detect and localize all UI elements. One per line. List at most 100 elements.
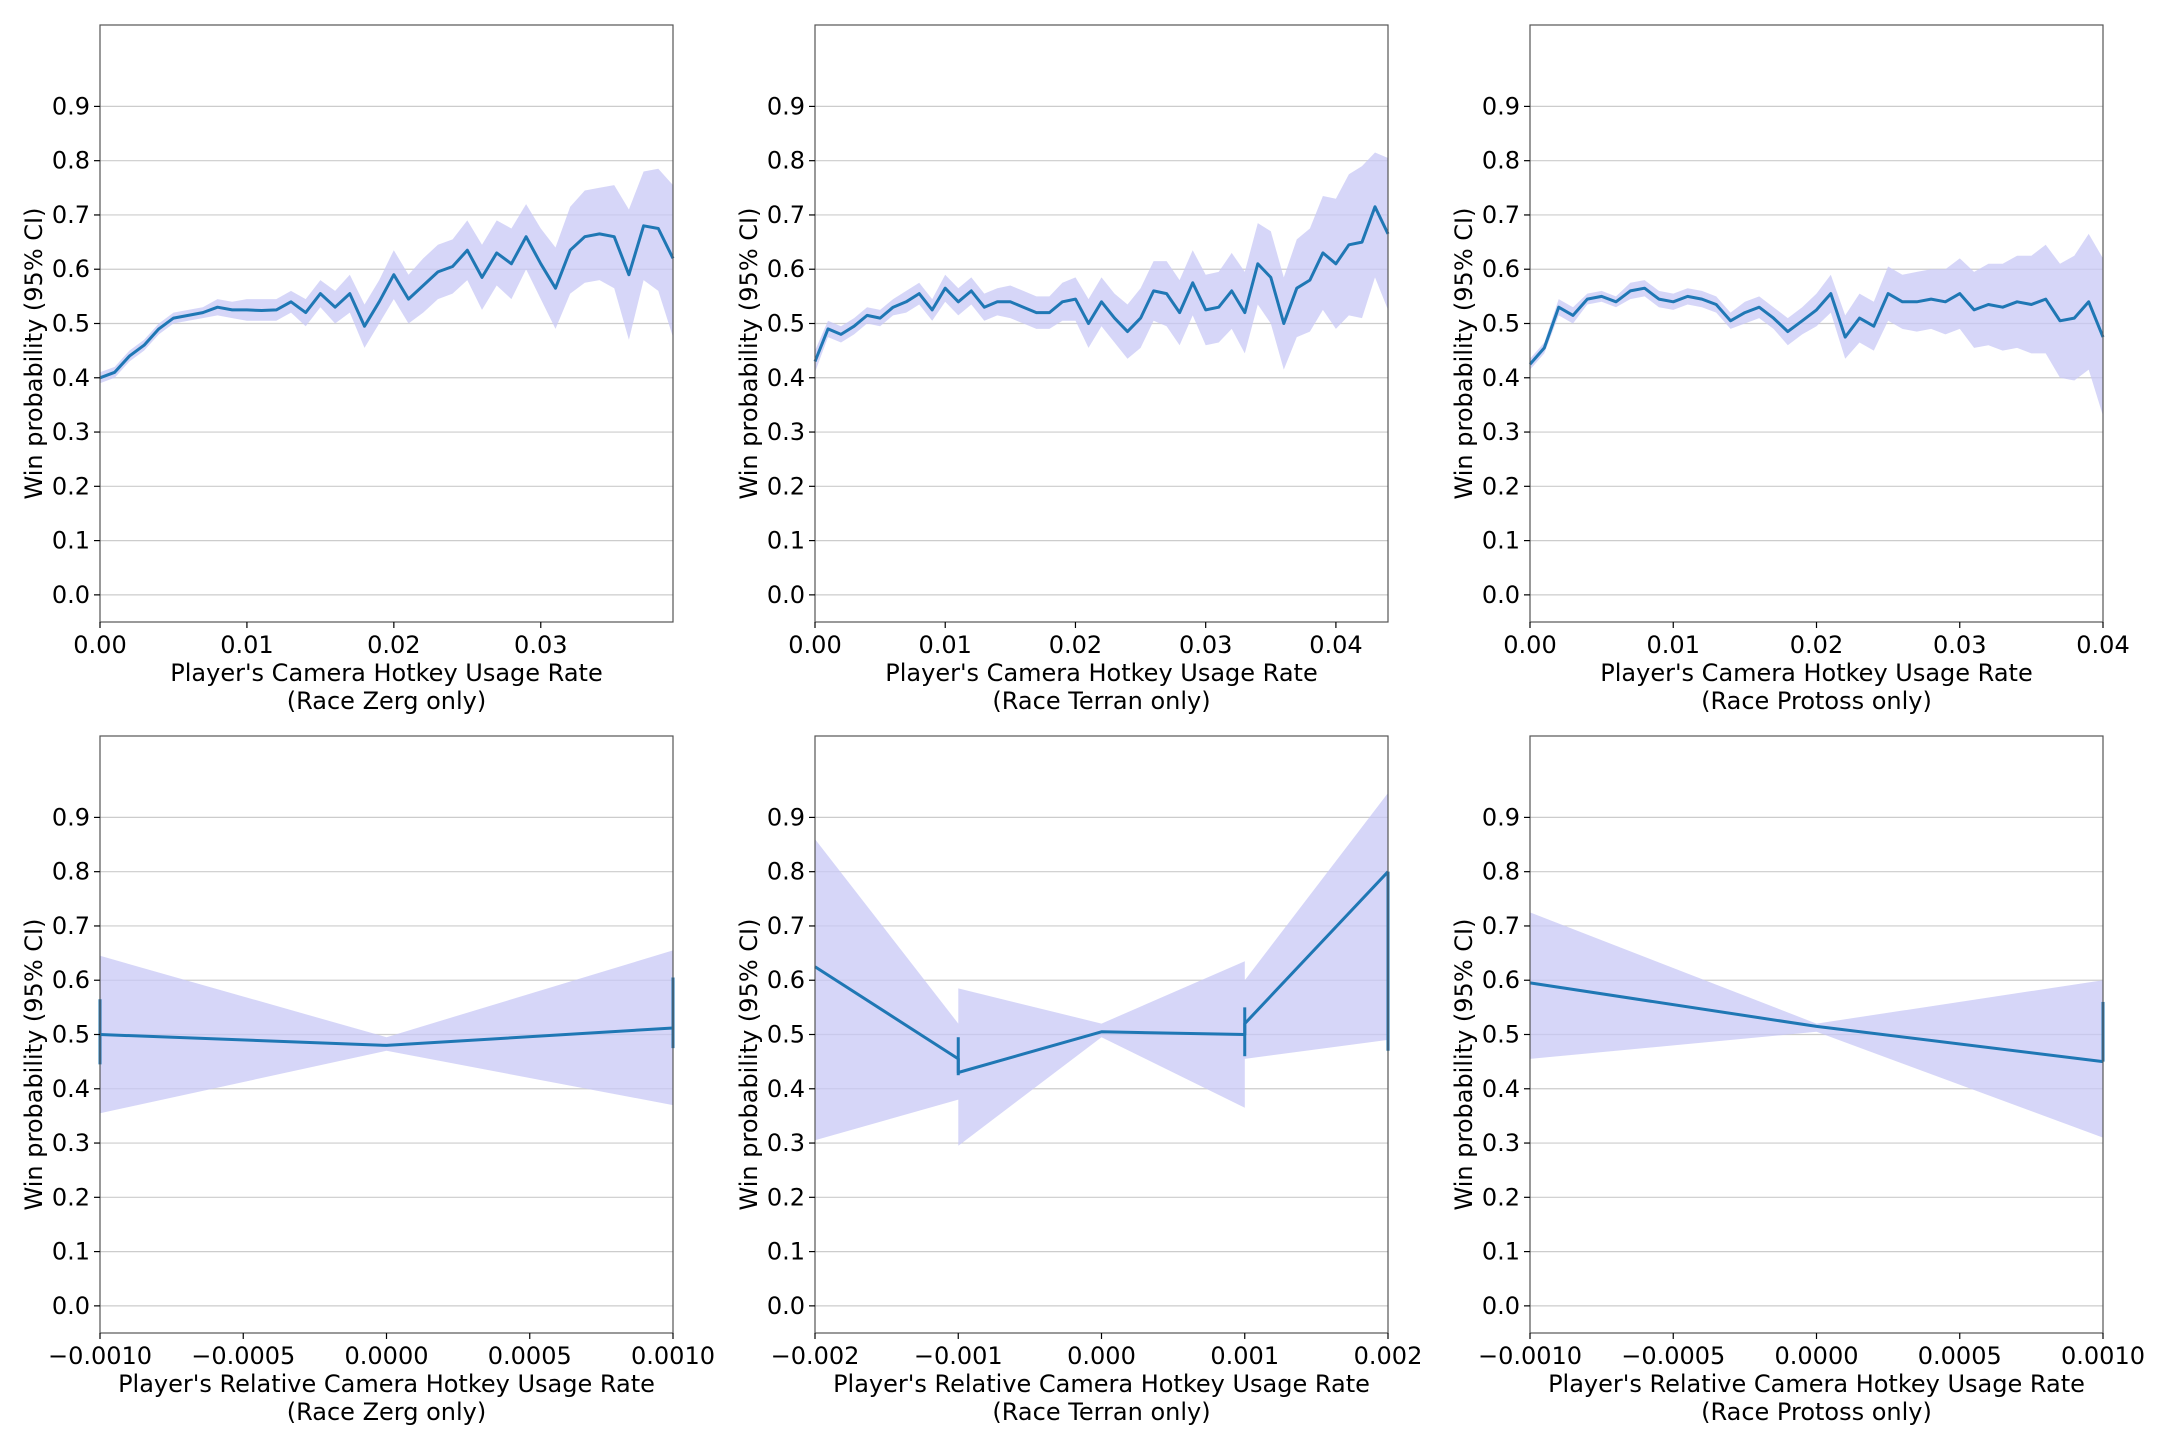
chart-panel-1: 0.0 0.1 0.2 0.3 0.4 0.5 0.6 0.7 0.8 0.9 0.00 0.01 0.… [20, 24, 675, 715]
confidence-band [1530, 233, 2103, 416]
y-tick-label: 0.6 [1482, 966, 1520, 994]
y-tick-label: 0.8 [1482, 147, 1520, 175]
x-tick-label: 0.0005 [488, 1342, 572, 1370]
y-tick-label: 0.8 [767, 147, 805, 175]
chart-panel-2: 0.0 0.1 0.2 0.3 0.4 0.5 0.6 0.7 0.8 0.9 0.00 0.01 0.… [735, 24, 1390, 715]
x-axis-sublabel: (Race Terran only) [992, 1398, 1210, 1426]
x-tick-label: 0.0010 [2061, 1342, 2145, 1370]
y-tick-label: 0.4 [52, 1075, 90, 1103]
x-tick-label: 0.02 [1049, 631, 1102, 659]
x-axis-sublabel: (Race Zerg only) [287, 1398, 486, 1426]
x-tick-label: 0.0005 [1918, 1342, 2002, 1370]
x-axis-sublabel: (Race Zerg only) [287, 687, 486, 715]
x-tick-label: 0.0010 [631, 1342, 715, 1370]
confidence-band [815, 793, 1388, 1146]
x-axis-label: Player's Camera Hotkey Usage Rate [170, 659, 602, 687]
y-tick-label: 0.8 [1482, 858, 1520, 886]
chart-panel-4: 0.0 0.1 0.2 0.3 0.4 0.5 0.6 0.7 0.8 0.9 −0.0010 −0.… [20, 735, 715, 1426]
y-tick-label: 0.7 [767, 201, 805, 229]
y-tick-label: 0.3 [1482, 418, 1520, 446]
y-tick-label: 0.5 [767, 1021, 805, 1049]
y-tick-label: 0.5 [1482, 310, 1520, 338]
y-tick-label: 0.9 [52, 92, 90, 120]
series-line [813, 205, 1390, 363]
y-tick-label: 0.8 [52, 147, 90, 175]
y-tick-label: 0.6 [767, 255, 805, 283]
y-tick-label: 0.9 [1482, 92, 1520, 120]
y-tick-label: 0.2 [1482, 472, 1520, 500]
x-axis-sublabel: (Race Protoss only) [1701, 687, 1932, 715]
y-tick-label: 0.4 [1482, 1075, 1520, 1103]
x-tick-label: 0.00 [1503, 631, 1556, 659]
y-tick-label: 0.0 [1482, 581, 1520, 609]
y-tick-label: 0.0 [52, 581, 90, 609]
x-tick-label: −0.0005 [1621, 1342, 1725, 1370]
y-tick-label: 0.9 [1482, 803, 1520, 831]
x-axis-label: Player's Relative Camera Hotkey Usage Ra… [1548, 1370, 2085, 1398]
y-tick-label: 0.7 [52, 201, 90, 229]
y-tick-label: 0.6 [1482, 255, 1520, 283]
y-tick-label: 0.1 [1482, 527, 1520, 555]
x-tick-label: 0.01 [1647, 631, 1700, 659]
y-axis-label: Win probability (95% CI) [1450, 208, 1478, 500]
series-line [1528, 286, 2105, 366]
x-tick-label: 0.0000 [345, 1342, 429, 1370]
series-line [99, 224, 675, 380]
y-tick-label: 0.9 [767, 803, 805, 831]
x-tick-label: 0.04 [1309, 631, 1362, 659]
y-tick-label: 0.0 [767, 1292, 805, 1320]
y-tick-label: 0.3 [1482, 1129, 1520, 1157]
x-tick-label: −0.002 [771, 1342, 860, 1370]
y-tick-label: 0.0 [767, 581, 805, 609]
y-tick-label: 0.1 [1482, 1238, 1520, 1266]
y-tick-label: 0.1 [767, 527, 805, 555]
y-tick-label: 0.3 [767, 1129, 805, 1157]
y-tick-label: 0.2 [767, 472, 805, 500]
y-tick-label: 0.0 [1482, 1292, 1520, 1320]
x-tick-label: −0.0010 [48, 1342, 152, 1370]
x-tick-label: 0.03 [1933, 631, 1986, 659]
y-tick-label: 0.4 [767, 1075, 805, 1103]
y-tick-label: 0.8 [52, 858, 90, 886]
y-tick-label: 0.9 [52, 803, 90, 831]
x-axis-label: Player's Camera Hotkey Usage Rate [885, 659, 1317, 687]
x-tick-label: 0.001 [1210, 1342, 1279, 1370]
y-tick-label: 0.4 [52, 364, 90, 392]
y-tick-label: 0.0 [52, 1292, 90, 1320]
x-tick-label: 0.04 [2076, 631, 2129, 659]
x-tick-label: 0.01 [220, 631, 273, 659]
x-tick-label: −0.001 [914, 1342, 1003, 1370]
x-axis-sublabel: (Race Protoss only) [1701, 1398, 1932, 1426]
y-tick-label: 0.7 [1482, 201, 1520, 229]
y-tick-label: 0.7 [1482, 912, 1520, 940]
y-tick-label: 0.2 [1482, 1183, 1520, 1211]
y-tick-label: 0.2 [52, 1183, 90, 1211]
chart-panel-6: 0.0 0.1 0.2 0.3 0.4 0.5 0.6 0.7 0.8 0.9 −0.0010 −0.… [1450, 735, 2145, 1426]
x-axis-sublabel: (Race Terran only) [992, 687, 1210, 715]
x-tick-label: 0.000 [1067, 1342, 1136, 1370]
y-tick-label: 0.1 [52, 1238, 90, 1266]
y-tick-label: 0.4 [767, 364, 805, 392]
confidence-band [815, 152, 1388, 373]
y-tick-label: 0.8 [767, 858, 805, 886]
series-line [1529, 981, 2104, 1064]
y-tick-label: 0.7 [52, 912, 90, 940]
y-tick-label: 0.5 [767, 310, 805, 338]
chart-panel-5: 0.0 0.1 0.2 0.3 0.4 0.5 0.6 0.7 0.8 0.9 −0.002 −0.0… [735, 735, 1423, 1426]
y-tick-label: 0.5 [1482, 1021, 1520, 1049]
y-axis-label: Win probability (95% CI) [1450, 919, 1478, 1211]
y-tick-label: 0.4 [1482, 364, 1520, 392]
y-tick-label: 0.2 [52, 472, 90, 500]
x-tick-label: 0.03 [1179, 631, 1232, 659]
x-tick-label: 0.0000 [1775, 1342, 1859, 1370]
x-tick-label: 0.002 [1354, 1342, 1423, 1370]
y-tick-label: 0.1 [52, 527, 90, 555]
y-tick-label: 0.6 [52, 255, 90, 283]
y-tick-label: 0.3 [767, 418, 805, 446]
x-axis-label: Player's Camera Hotkey Usage Rate [1600, 659, 2032, 687]
y-tick-label: 0.9 [767, 92, 805, 120]
chart-panel-3: 0.0 0.1 0.2 0.3 0.4 0.5 0.6 0.7 0.8 0.9 0.00 0.01 0.… [1450, 24, 2130, 715]
x-tick-label: 0.00 [788, 631, 841, 659]
y-tick-label: 0.2 [767, 1183, 805, 1211]
y-axis-label: Win probability (95% CI) [20, 919, 48, 1211]
